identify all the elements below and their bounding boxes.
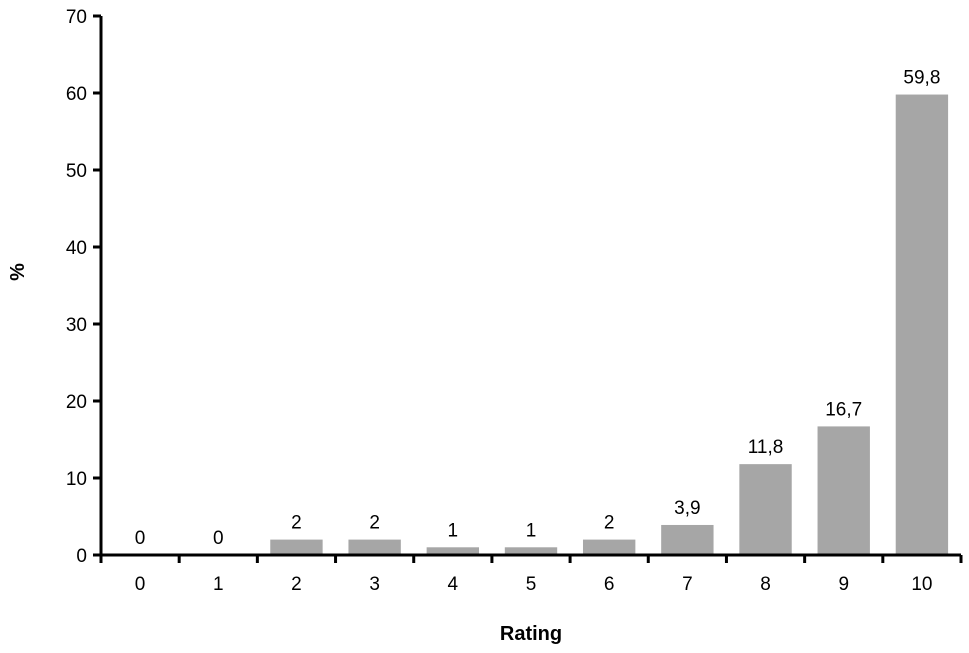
bar-2 <box>270 539 323 555</box>
data-label-0: 0 <box>135 528 146 549</box>
y-tick-label-20: 20 <box>66 392 87 413</box>
data-label-8: 11,8 <box>748 437 784 458</box>
data-label-6: 2 <box>604 513 615 534</box>
y-ticks-layer: 0 10 20 30 40 50 60 70 <box>66 7 101 567</box>
x-tick-label-2: 2 <box>291 574 302 595</box>
x-tick-label-4: 4 <box>448 574 459 595</box>
x-tick-label-10: 10 <box>911 574 932 595</box>
x-tick-label-3: 3 <box>369 574 380 595</box>
x-tick-label-8: 8 <box>760 574 771 595</box>
y-tick-label-0: 0 <box>76 546 87 567</box>
y-tick-label-30: 30 <box>66 315 87 336</box>
y-tick-label-40: 40 <box>66 238 87 259</box>
data-label-9: 16,7 <box>825 399 862 420</box>
x-ticks-layer: 0 1 2 3 4 5 6 7 8 9 10 <box>99 555 963 595</box>
x-tick-label-6: 6 <box>604 574 615 595</box>
data-label-1: 0 <box>213 528 224 549</box>
y-axis-title: % <box>7 263 29 281</box>
bar-8 <box>739 464 792 555</box>
y-tick-label-60: 60 <box>66 84 87 105</box>
bars-layer <box>270 94 949 555</box>
bar-3 <box>348 539 401 555</box>
data-labels-layer: 0 0 2 2 1 1 2 3,9 11,8 16,7 59,8 <box>135 68 941 549</box>
x-tick-label-1: 1 <box>213 574 224 595</box>
x-axis-title: Rating <box>500 623 562 645</box>
axes-layer <box>99 16 961 557</box>
x-tick-label-7: 7 <box>682 574 693 595</box>
data-label-10: 59,8 <box>903 68 940 89</box>
data-label-3: 2 <box>369 513 380 534</box>
data-label-2: 2 <box>291 513 302 534</box>
bar-5 <box>504 547 558 555</box>
data-label-7: 3,9 <box>674 498 700 519</box>
y-tick-label-70: 70 <box>66 7 87 28</box>
bar-9 <box>817 426 870 555</box>
y-tick-label-50: 50 <box>66 161 87 182</box>
bar-10 <box>895 94 949 555</box>
bar-7 <box>661 524 714 555</box>
x-tick-label-5: 5 <box>526 574 537 595</box>
y-tick-label-10: 10 <box>66 469 87 490</box>
x-tick-label-9: 9 <box>838 574 849 595</box>
data-label-4: 1 <box>448 520 459 541</box>
bar-6 <box>582 539 636 555</box>
data-label-5: 1 <box>526 520 537 541</box>
x-tick-label-0: 0 <box>135 574 146 595</box>
bar-4 <box>426 547 480 555</box>
